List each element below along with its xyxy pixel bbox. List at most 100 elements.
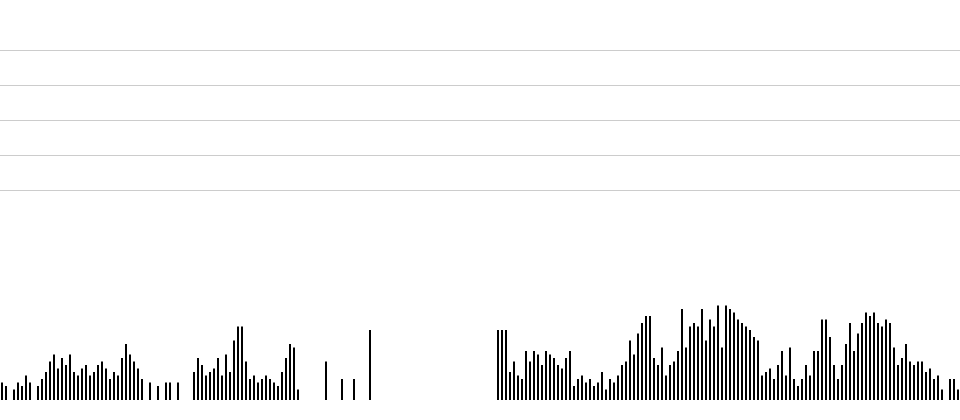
bar — [809, 375, 811, 400]
bar — [297, 389, 299, 400]
bar — [277, 386, 279, 400]
bar — [61, 358, 63, 400]
bar — [881, 326, 883, 400]
bar — [257, 382, 259, 400]
bar — [765, 372, 767, 400]
bar — [657, 365, 659, 400]
bar — [737, 319, 739, 400]
bar — [693, 323, 695, 400]
bar — [757, 340, 759, 400]
bar — [513, 361, 515, 400]
bar — [537, 354, 539, 400]
bar — [77, 375, 79, 400]
bar — [253, 375, 255, 400]
bar — [861, 323, 863, 400]
bar — [501, 330, 503, 400]
bar — [889, 323, 891, 400]
bar — [53, 354, 55, 400]
bar — [917, 361, 919, 400]
bar — [225, 354, 227, 400]
bar — [829, 337, 831, 400]
bar — [697, 326, 699, 400]
bar — [193, 372, 195, 400]
bar — [621, 365, 623, 400]
bar — [749, 330, 751, 400]
bar — [637, 333, 639, 400]
bar — [581, 375, 583, 400]
bar — [169, 382, 171, 400]
bar — [785, 375, 787, 400]
bar — [561, 368, 563, 400]
bar — [569, 351, 571, 400]
bar — [517, 375, 519, 400]
bar — [745, 326, 747, 400]
bar — [585, 382, 587, 400]
bar — [689, 326, 691, 400]
bar — [205, 375, 207, 400]
bar — [105, 368, 107, 400]
bar — [681, 309, 683, 400]
bar — [949, 379, 951, 400]
bar — [285, 358, 287, 400]
bar — [605, 389, 607, 400]
bar — [213, 368, 215, 400]
bar — [249, 379, 251, 400]
bar — [533, 351, 535, 400]
bar — [793, 379, 795, 400]
bar — [669, 365, 671, 400]
bar — [869, 316, 871, 400]
bar — [865, 312, 867, 400]
bar — [129, 354, 131, 400]
bar — [953, 379, 955, 400]
bar — [37, 386, 39, 400]
bar — [73, 372, 75, 400]
bar — [197, 358, 199, 400]
bar — [233, 340, 235, 400]
bar — [293, 347, 295, 400]
bar — [265, 375, 267, 400]
bar — [13, 389, 15, 400]
bar — [261, 379, 263, 400]
bar — [141, 379, 143, 400]
bar — [677, 351, 679, 400]
bar — [801, 379, 803, 400]
bar — [733, 312, 735, 400]
bar — [721, 347, 723, 400]
bar — [325, 361, 327, 400]
bar — [613, 382, 615, 400]
bar — [957, 389, 959, 400]
bar — [921, 361, 923, 400]
bar — [577, 379, 579, 400]
bar — [597, 382, 599, 400]
bar — [645, 316, 647, 400]
bar — [913, 365, 915, 400]
bar — [289, 344, 291, 400]
bar — [845, 344, 847, 400]
bar — [557, 365, 559, 400]
bar — [573, 386, 575, 400]
bar — [109, 379, 111, 400]
bar — [741, 323, 743, 400]
bar — [177, 382, 179, 400]
bar — [217, 358, 219, 400]
bar — [905, 344, 907, 400]
bar — [97, 365, 99, 400]
bar — [773, 379, 775, 400]
bar — [821, 319, 823, 400]
bar — [761, 375, 763, 400]
bar — [353, 379, 355, 400]
bar — [853, 351, 855, 400]
bar — [281, 372, 283, 400]
bar — [1, 382, 3, 400]
bar — [701, 309, 703, 400]
bar — [937, 375, 939, 400]
bar — [121, 358, 123, 400]
bar — [549, 354, 551, 400]
bar — [49, 361, 51, 400]
bar — [649, 316, 651, 400]
bar — [541, 365, 543, 400]
bar — [665, 375, 667, 400]
bar — [209, 372, 211, 400]
bar — [805, 365, 807, 400]
